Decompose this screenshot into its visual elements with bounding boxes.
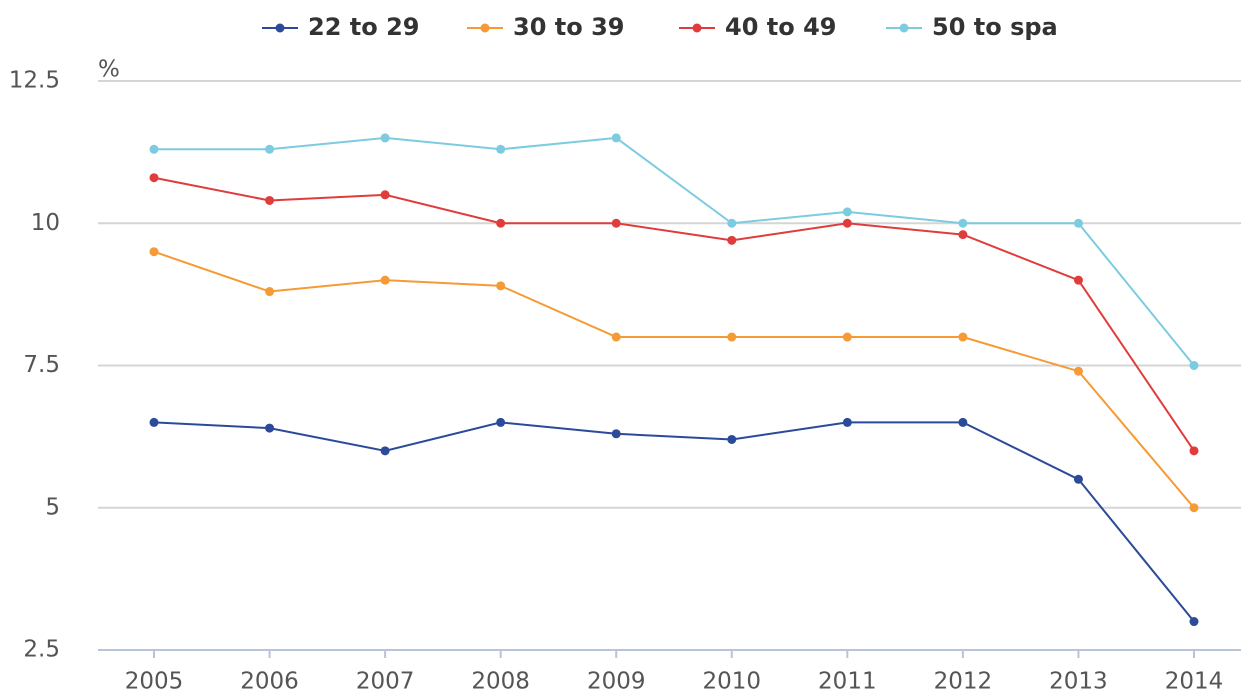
point [727,235,737,245]
point [727,332,737,342]
point [611,133,621,143]
legend-label: 40 to 49 [725,13,836,41]
point [842,417,852,427]
point [842,218,852,228]
point [958,417,968,427]
point [842,332,852,342]
legend-marker [275,23,285,33]
x-tick-label: 2007 [356,669,415,693]
y-tick-label: 12.5 [9,68,60,94]
y-tick-label: 10 [31,210,60,236]
legend-label: 30 to 39 [513,13,624,41]
point [496,218,506,228]
x-tick-label: 2006 [240,669,299,693]
point [380,190,390,200]
point [1189,617,1199,627]
point [727,218,737,228]
legend-marker [692,23,702,33]
point [265,287,275,297]
point [265,423,275,433]
point [265,144,275,154]
point [958,332,968,342]
y-tick-label: 5 [45,494,60,520]
point [611,218,621,228]
point [496,417,506,427]
legend-marker [480,23,490,33]
y-tick-label: 2.5 [23,637,60,663]
point [958,230,968,240]
point [380,133,390,143]
x-tick-label: 2011 [818,669,877,693]
point [149,173,159,183]
legend-marker [899,23,909,33]
x-tick-label: 2010 [703,669,762,693]
point [149,144,159,154]
series-line [153,421,1195,623]
point [1073,218,1083,228]
point [1073,474,1083,484]
series-line [153,250,1195,509]
y-unit: % [98,57,120,83]
series-line [154,136,1195,367]
point [1189,503,1199,513]
point [380,275,390,285]
x-tick-label: 2013 [1049,669,1108,693]
point [149,417,159,427]
point [1189,446,1199,456]
x-tick-label: 2012 [934,669,993,693]
x-tick-label: 2005 [125,669,184,693]
legend-label: 22 to 29 [308,13,419,41]
point [842,207,852,217]
y-tick-label: 7.5 [23,352,60,378]
series-line [153,176,1195,452]
point [727,434,737,444]
point [958,218,968,228]
point [611,429,621,439]
point [265,195,275,205]
point [380,446,390,456]
point [611,332,621,342]
x-tick-label: 2014 [1165,669,1224,693]
point [496,281,506,291]
point [1073,275,1083,285]
x-tick-label: 2009 [587,669,646,693]
point [1073,366,1083,376]
x-tick-label: 2008 [471,669,530,693]
legend-label: 50 to spa [932,13,1058,41]
point [149,247,159,257]
point [496,144,506,154]
point [1189,361,1199,370]
